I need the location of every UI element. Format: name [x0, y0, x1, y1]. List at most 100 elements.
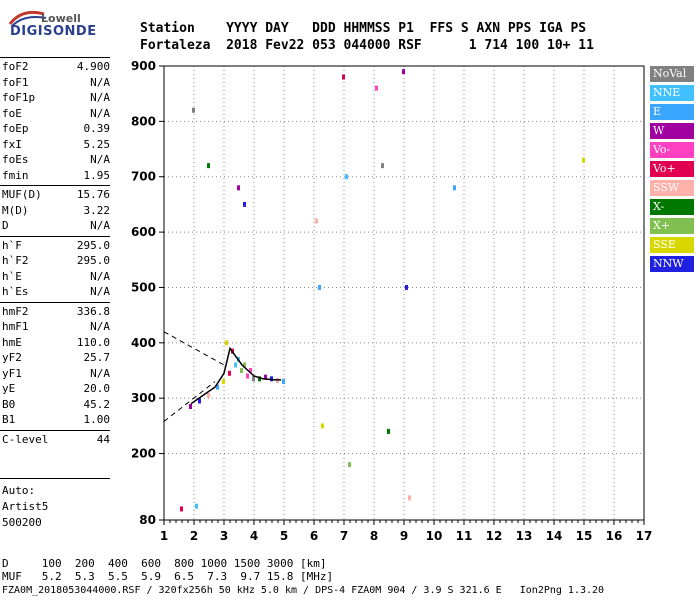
- param-row: fmin 1.95: [2, 169, 110, 185]
- legend-item: Vo+: [650, 161, 694, 177]
- param-name: MUF(D): [2, 188, 42, 201]
- echo-trace-point: [198, 398, 201, 404]
- param-name: yF1: [2, 366, 22, 380]
- param-name: h`Es: [2, 285, 29, 298]
- param-value: N/A: [90, 269, 110, 283]
- param-value: N/A: [90, 91, 110, 104]
- param-separator: [0, 57, 110, 58]
- param-value: N/A: [90, 153, 110, 166]
- y-tick-label: 900: [131, 59, 156, 73]
- auto-version: 500200: [2, 516, 42, 529]
- y-tick-label: 700: [131, 170, 156, 184]
- legend-item: E: [650, 104, 694, 120]
- param-name: foEs: [2, 153, 29, 166]
- param-separator: [0, 429, 110, 431]
- echo-trace-point: [180, 506, 183, 512]
- param-name: fmin: [2, 168, 29, 182]
- param-value: 44: [96, 432, 110, 446]
- echo-trace-point: [234, 362, 237, 368]
- y-tick-label: 300: [131, 391, 156, 405]
- param-value: N/A: [90, 366, 110, 380]
- echo-trace-point: [375, 85, 378, 91]
- logo-text-top: Lowell: [41, 12, 81, 25]
- footer-file-info: FZA0M_2018053044000.RSF / 320fx256h 50 k…: [2, 585, 605, 596]
- x-tick-label: 14: [546, 529, 563, 543]
- param-name: foF2: [2, 60, 29, 73]
- footer-muf-row: MUF 5.2 5.3 5.5 5.9 6.5 7.3 9.7 15.8 [MH…: [2, 570, 334, 583]
- param-row: B1 1.00: [2, 413, 110, 429]
- y-tick-label: 800: [131, 114, 156, 128]
- param-separator: [0, 478, 110, 479]
- param-value: 1.00: [83, 413, 111, 426]
- x-tick-label: 12: [486, 529, 503, 543]
- y-tick-label: 80: [139, 513, 156, 527]
- param-row: foF1p N/A: [2, 91, 110, 107]
- param-value: N/A: [90, 219, 110, 232]
- param-row: hmF2 336.8: [2, 305, 110, 321]
- echo-trace-point: [405, 284, 408, 290]
- echo-trace-point: [228, 370, 231, 376]
- legend-item: X-: [650, 199, 694, 215]
- param-name: h`F2: [2, 254, 29, 267]
- param-row: B0 45.2: [2, 398, 110, 414]
- param-name: B1: [2, 413, 16, 426]
- param-row: h`F2 295.0: [2, 254, 110, 270]
- param-value: 15.76: [76, 188, 110, 201]
- echo-trace-point: [318, 284, 321, 290]
- echo-trace-point: [246, 373, 249, 379]
- legend-item: X+: [650, 218, 694, 234]
- echo-trace-point: [243, 362, 246, 368]
- y-tick-label: 500: [131, 280, 156, 294]
- legend-item: NNE: [650, 85, 694, 101]
- header-line-labels: Station YYYY DAY DDD HHMMSS P1 FFS S AXN…: [140, 21, 587, 36]
- param-name: hmF1: [2, 320, 29, 333]
- echo-trace-point: [453, 185, 456, 191]
- param-value: 25.7: [83, 351, 111, 364]
- y-tick-label: 600: [131, 225, 156, 239]
- param-value: 110.0: [76, 335, 110, 349]
- echo-trace-point: [258, 376, 261, 382]
- param-value: N/A: [90, 75, 110, 89]
- param-value: N/A: [90, 106, 110, 120]
- param-row: M(D) 3.22: [2, 204, 110, 220]
- header-line-values: Fortaleza 2018 Fev22 053 044000 RSF 1 71…: [140, 38, 594, 53]
- param-value: 4.900: [76, 60, 110, 73]
- echo-trace-point: [408, 495, 411, 501]
- param-row: yE 20.0: [2, 382, 110, 398]
- param-value: N/A: [90, 285, 110, 298]
- y-tick-label: 400: [131, 336, 156, 350]
- param-value: 45.2: [83, 397, 111, 411]
- param-row: foF1 N/A: [2, 76, 110, 92]
- param-row: h`F 295.0: [2, 239, 110, 255]
- param-name: foF1p: [2, 91, 36, 104]
- echo-trace-point: [402, 69, 405, 75]
- param-value: 336.8: [76, 304, 110, 318]
- param-name: fxI: [2, 137, 22, 151]
- x-tick-label: 10: [426, 529, 443, 543]
- echo-trace-point: [237, 185, 240, 191]
- param-row: h`E N/A: [2, 270, 110, 286]
- param-row: D N/A: [2, 219, 110, 235]
- param-name: hmE: [2, 335, 22, 349]
- param-value: 20.0: [83, 382, 111, 395]
- param-name: yF2: [2, 351, 22, 364]
- echo-trace-point: [321, 423, 324, 429]
- x-tick-label: 9: [400, 529, 408, 543]
- x-tick-label: 2: [190, 529, 198, 543]
- echo-trace-point: [282, 379, 285, 385]
- x-tick-label: 1: [160, 529, 168, 543]
- echo-trace-point: [192, 107, 195, 113]
- y-tick-label: 200: [131, 447, 156, 461]
- param-row: fxI 5.25: [2, 138, 110, 154]
- param-value: N/A: [90, 320, 110, 333]
- param-row: yF2 25.7: [2, 351, 110, 367]
- x-tick-label: 6: [310, 529, 318, 543]
- param-name: foEp: [2, 122, 29, 135]
- x-tick-label: 3: [220, 529, 228, 543]
- param-value: 5.25: [83, 137, 111, 151]
- legend-item: NoVal: [650, 66, 694, 82]
- param-row: MUF(D) 15.76: [2, 188, 110, 204]
- echo-trace-point: [342, 74, 345, 80]
- auto-program: Artist5: [2, 500, 49, 513]
- param-value: 295.0: [76, 254, 110, 267]
